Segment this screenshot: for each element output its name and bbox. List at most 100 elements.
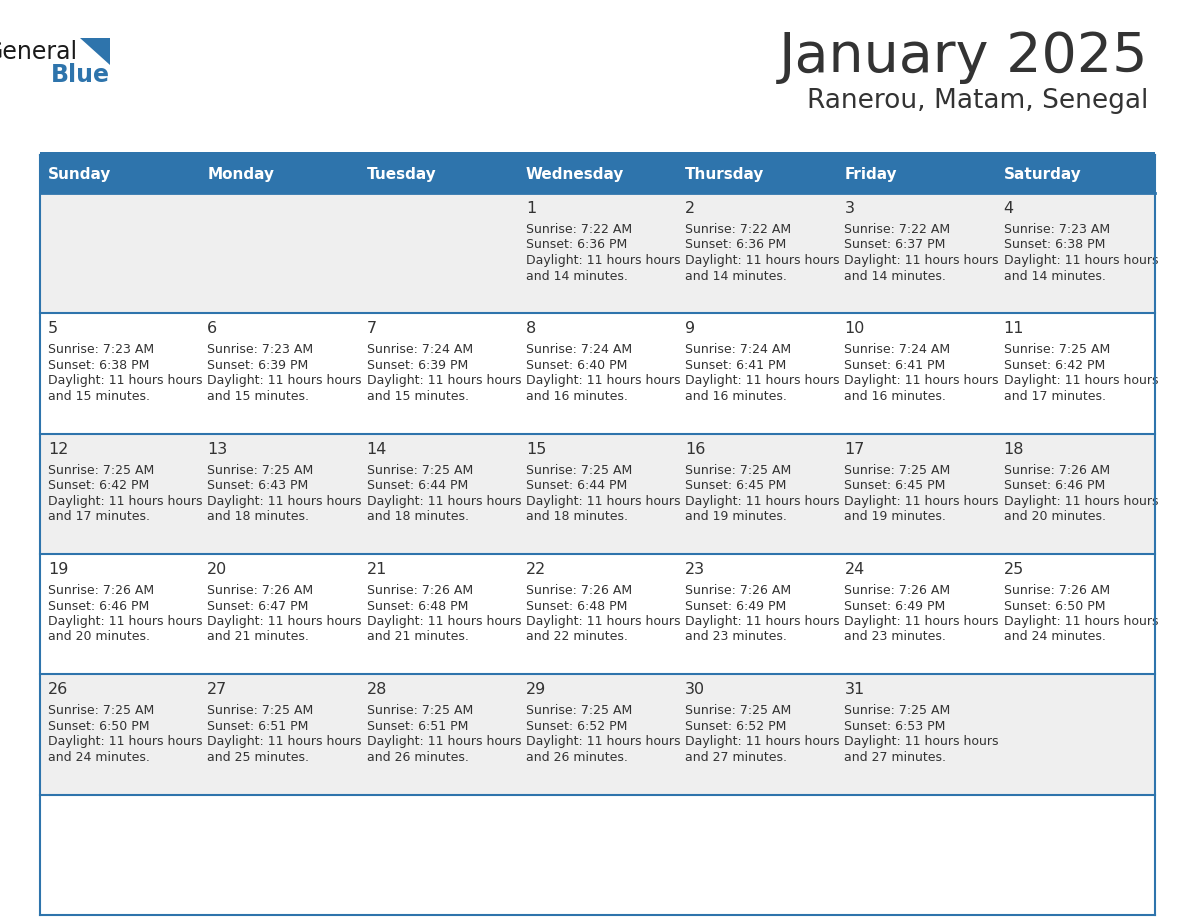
Text: Sunrise: 7:26 AM: Sunrise: 7:26 AM xyxy=(1004,584,1110,597)
Text: 27: 27 xyxy=(207,682,228,698)
Bar xyxy=(200,313,359,433)
Text: 1: 1 xyxy=(526,201,536,216)
Text: Daylight: 11 hours hours: Daylight: 11 hours hours xyxy=(1004,254,1158,267)
Text: Sunset: 6:36 PM: Sunset: 6:36 PM xyxy=(526,239,627,252)
Text: Sunrise: 7:25 AM: Sunrise: 7:25 AM xyxy=(845,704,950,717)
Text: Sunrise: 7:25 AM: Sunrise: 7:25 AM xyxy=(207,704,314,717)
Text: Sunrise: 7:24 AM: Sunrise: 7:24 AM xyxy=(845,343,950,356)
Text: Sunset: 6:47 PM: Sunset: 6:47 PM xyxy=(207,599,309,612)
Text: 26: 26 xyxy=(48,682,68,698)
Bar xyxy=(518,554,677,675)
Text: 18: 18 xyxy=(1004,442,1024,456)
Text: 24: 24 xyxy=(845,562,865,577)
Text: 6: 6 xyxy=(207,321,217,336)
Bar xyxy=(996,675,1155,795)
Text: Friday: Friday xyxy=(845,166,897,182)
Text: Daylight: 11 hours hours: Daylight: 11 hours hours xyxy=(207,615,362,628)
Text: and 14 minutes.: and 14 minutes. xyxy=(685,270,786,283)
Bar xyxy=(836,433,996,554)
Text: and 23 minutes.: and 23 minutes. xyxy=(685,631,786,644)
Text: and 18 minutes.: and 18 minutes. xyxy=(526,510,627,523)
Text: Sunrise: 7:25 AM: Sunrise: 7:25 AM xyxy=(526,704,632,717)
Bar xyxy=(359,193,518,313)
Bar xyxy=(200,795,359,915)
Text: Sunrise: 7:25 AM: Sunrise: 7:25 AM xyxy=(48,704,154,717)
Bar xyxy=(40,193,200,313)
Text: Sunset: 6:40 PM: Sunset: 6:40 PM xyxy=(526,359,627,372)
Text: Sunrise: 7:23 AM: Sunrise: 7:23 AM xyxy=(48,343,154,356)
Text: Sunset: 6:38 PM: Sunset: 6:38 PM xyxy=(1004,239,1105,252)
Text: 14: 14 xyxy=(367,442,387,456)
Text: Sunrise: 7:25 AM: Sunrise: 7:25 AM xyxy=(685,704,791,717)
Text: Sunset: 6:37 PM: Sunset: 6:37 PM xyxy=(845,239,946,252)
Text: Sunset: 6:51 PM: Sunset: 6:51 PM xyxy=(207,720,309,733)
Text: Sunset: 6:52 PM: Sunset: 6:52 PM xyxy=(685,720,786,733)
Text: Sunset: 6:49 PM: Sunset: 6:49 PM xyxy=(845,599,946,612)
Text: Daylight: 11 hours hours: Daylight: 11 hours hours xyxy=(48,735,202,748)
Bar xyxy=(677,193,836,313)
Text: Sunset: 6:49 PM: Sunset: 6:49 PM xyxy=(685,599,786,612)
Text: Sunrise: 7:25 AM: Sunrise: 7:25 AM xyxy=(367,464,473,476)
Text: Sunset: 6:51 PM: Sunset: 6:51 PM xyxy=(367,720,468,733)
Bar xyxy=(518,795,677,915)
Text: Daylight: 11 hours hours: Daylight: 11 hours hours xyxy=(1004,375,1158,387)
Text: Sunrise: 7:26 AM: Sunrise: 7:26 AM xyxy=(526,584,632,597)
Bar xyxy=(836,155,996,193)
Text: 17: 17 xyxy=(845,442,865,456)
Bar xyxy=(40,795,200,915)
Text: and 19 minutes.: and 19 minutes. xyxy=(685,510,786,523)
Text: Sunrise: 7:26 AM: Sunrise: 7:26 AM xyxy=(207,584,314,597)
Text: Daylight: 11 hours hours: Daylight: 11 hours hours xyxy=(367,375,522,387)
Text: Sunrise: 7:23 AM: Sunrise: 7:23 AM xyxy=(1004,223,1110,236)
Text: and 14 minutes.: and 14 minutes. xyxy=(845,270,947,283)
Text: Sunrise: 7:26 AM: Sunrise: 7:26 AM xyxy=(48,584,154,597)
Text: Daylight: 11 hours hours: Daylight: 11 hours hours xyxy=(48,615,202,628)
Text: Sunset: 6:36 PM: Sunset: 6:36 PM xyxy=(685,239,786,252)
Text: Sunset: 6:43 PM: Sunset: 6:43 PM xyxy=(207,479,309,492)
Bar xyxy=(677,675,836,795)
Bar xyxy=(996,433,1155,554)
Text: Sunrise: 7:22 AM: Sunrise: 7:22 AM xyxy=(526,223,632,236)
Text: 23: 23 xyxy=(685,562,706,577)
Text: Sunrise: 7:25 AM: Sunrise: 7:25 AM xyxy=(48,464,154,476)
Text: and 17 minutes.: and 17 minutes. xyxy=(1004,390,1106,403)
Bar xyxy=(200,433,359,554)
Text: and 26 minutes.: and 26 minutes. xyxy=(526,751,627,764)
Text: 13: 13 xyxy=(207,442,228,456)
Text: January 2025: January 2025 xyxy=(778,30,1148,84)
Bar xyxy=(200,554,359,675)
Text: Sunset: 6:50 PM: Sunset: 6:50 PM xyxy=(1004,599,1105,612)
Text: Sunrise: 7:26 AM: Sunrise: 7:26 AM xyxy=(1004,464,1110,476)
Bar xyxy=(677,795,836,915)
Text: and 14 minutes.: and 14 minutes. xyxy=(526,270,627,283)
Text: Sunset: 6:42 PM: Sunset: 6:42 PM xyxy=(48,479,150,492)
Text: Sunset: 6:38 PM: Sunset: 6:38 PM xyxy=(48,359,150,372)
Text: and 16 minutes.: and 16 minutes. xyxy=(845,390,947,403)
Text: 3: 3 xyxy=(845,201,854,216)
Text: Sunrise: 7:26 AM: Sunrise: 7:26 AM xyxy=(367,584,473,597)
Text: 21: 21 xyxy=(367,562,387,577)
Text: General: General xyxy=(0,40,78,64)
Text: and 15 minutes.: and 15 minutes. xyxy=(48,390,150,403)
Bar xyxy=(677,554,836,675)
Text: 12: 12 xyxy=(48,442,69,456)
Bar xyxy=(359,675,518,795)
Text: Sunset: 6:53 PM: Sunset: 6:53 PM xyxy=(845,720,946,733)
Text: Daylight: 11 hours hours: Daylight: 11 hours hours xyxy=(367,615,522,628)
Text: and 14 minutes.: and 14 minutes. xyxy=(1004,270,1106,283)
Text: Daylight: 11 hours hours: Daylight: 11 hours hours xyxy=(367,495,522,508)
Text: and 23 minutes.: and 23 minutes. xyxy=(845,631,947,644)
Text: and 24 minutes.: and 24 minutes. xyxy=(1004,631,1106,644)
Bar xyxy=(200,155,359,193)
Text: and 17 minutes.: and 17 minutes. xyxy=(48,510,150,523)
Text: Sunset: 6:44 PM: Sunset: 6:44 PM xyxy=(367,479,468,492)
Text: Daylight: 11 hours hours: Daylight: 11 hours hours xyxy=(48,495,202,508)
Text: Sunset: 6:42 PM: Sunset: 6:42 PM xyxy=(1004,359,1105,372)
Text: Daylight: 11 hours hours: Daylight: 11 hours hours xyxy=(845,254,999,267)
Bar xyxy=(518,675,677,795)
Bar xyxy=(677,433,836,554)
Bar xyxy=(996,795,1155,915)
Text: Daylight: 11 hours hours: Daylight: 11 hours hours xyxy=(845,615,999,628)
Text: 16: 16 xyxy=(685,442,706,456)
Text: Daylight: 11 hours hours: Daylight: 11 hours hours xyxy=(526,615,681,628)
